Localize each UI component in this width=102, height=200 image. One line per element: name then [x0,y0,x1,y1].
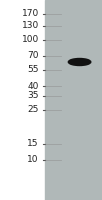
Bar [45,0,102,200]
Text: 40: 40 [27,82,39,90]
Text: 55: 55 [27,66,39,74]
Text: 25: 25 [27,106,39,114]
Text: 100: 100 [22,36,39,45]
Ellipse shape [68,58,91,66]
Text: 35: 35 [27,92,39,100]
Text: 170: 170 [22,9,39,19]
Text: 70: 70 [27,51,39,60]
Text: 10: 10 [27,156,39,164]
Text: 130: 130 [22,21,39,30]
Text: 15: 15 [27,140,39,148]
